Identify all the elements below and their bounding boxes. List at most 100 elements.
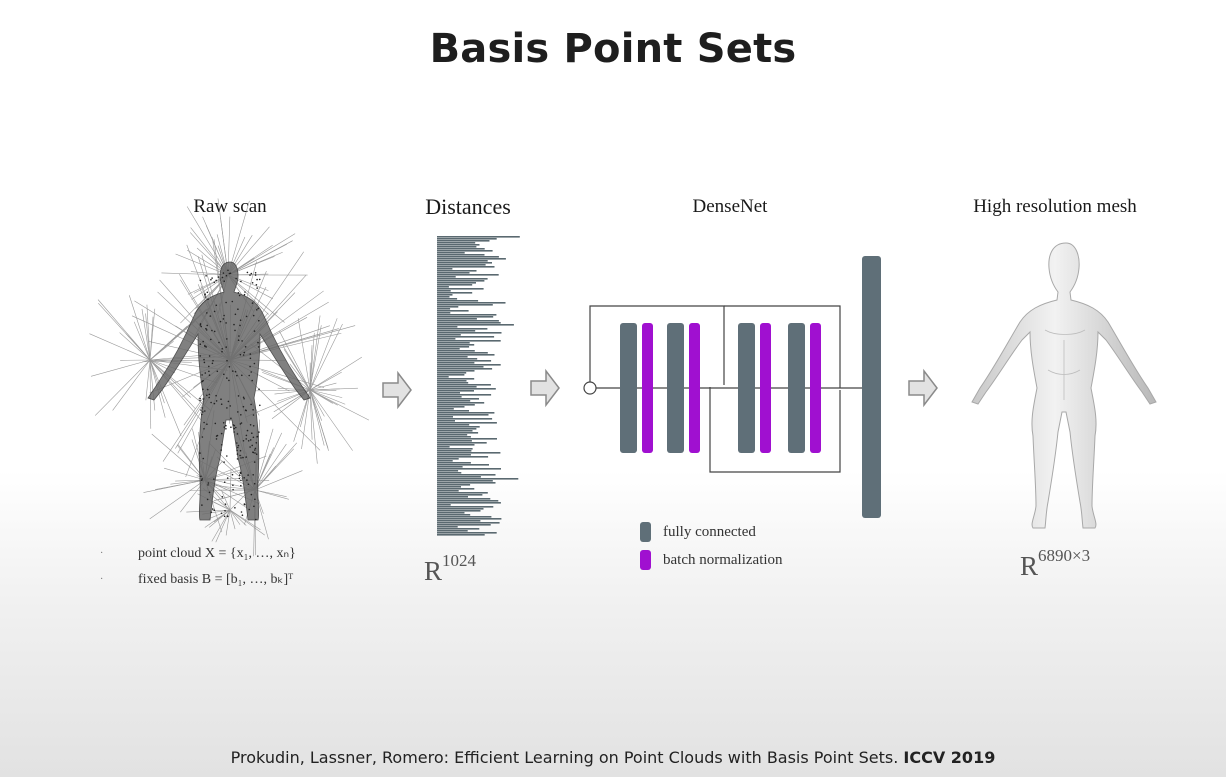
distance-bar bbox=[437, 318, 477, 320]
fc-block-4 bbox=[788, 323, 805, 453]
mesh-dimension: R6890×3 bbox=[1020, 546, 1090, 582]
distance-bar bbox=[437, 500, 499, 502]
distance-bar bbox=[437, 522, 500, 524]
citation-venue: ICCV 2019 bbox=[903, 748, 996, 767]
distance-bar bbox=[437, 268, 453, 270]
distance-bar bbox=[437, 418, 493, 420]
legend-swatch-fc bbox=[640, 522, 651, 542]
distance-bar bbox=[437, 342, 470, 344]
distance-bar bbox=[437, 498, 491, 500]
distance-bar bbox=[437, 306, 459, 308]
slide-title: Basis Point Sets bbox=[429, 26, 797, 72]
legend-label-bn: batch normalization bbox=[663, 551, 783, 568]
distance-bar bbox=[437, 512, 465, 514]
arrow-3-icon bbox=[908, 368, 938, 408]
bn-block-4 bbox=[810, 323, 821, 453]
distance-bar bbox=[437, 524, 491, 526]
distance-bar bbox=[437, 460, 453, 462]
distance-bar bbox=[437, 414, 489, 416]
bn-block-2 bbox=[689, 323, 700, 453]
stage-label-mesh: High resolution mesh bbox=[973, 196, 1137, 217]
legend-batch-normalization: batch normalization bbox=[640, 546, 783, 574]
distance-bar bbox=[437, 400, 471, 402]
distance-bar bbox=[437, 272, 470, 274]
distance-bar bbox=[437, 354, 495, 356]
distances-dimension-exp: 1024 bbox=[442, 551, 477, 570]
distance-bar bbox=[437, 238, 497, 240]
distance-bar bbox=[437, 348, 460, 350]
distance-bar bbox=[437, 488, 475, 490]
distance-bar bbox=[437, 446, 450, 448]
distance-bar bbox=[437, 252, 465, 254]
distance-bar bbox=[437, 276, 456, 278]
input-node bbox=[583, 381, 597, 395]
distance-bar bbox=[437, 258, 506, 260]
distance-bar bbox=[437, 450, 472, 452]
distance-bar bbox=[437, 422, 497, 424]
distance-bar bbox=[437, 372, 467, 374]
citation: Prokudin, Lassner, Romero: Efficient Lea… bbox=[0, 748, 1226, 767]
distance-bar bbox=[437, 294, 453, 296]
distance-bar bbox=[437, 386, 477, 388]
distance-bar bbox=[437, 406, 465, 408]
distance-bar bbox=[437, 520, 481, 522]
distance-bar bbox=[437, 310, 469, 312]
distance-bar bbox=[437, 316, 494, 318]
stage-label-raw-scan: Raw scan bbox=[193, 196, 267, 217]
distance-bar bbox=[437, 236, 520, 238]
distance-bar bbox=[437, 392, 460, 394]
distance-bar bbox=[437, 326, 458, 328]
caption-fixed-basis: · fixed basis B = [b₁, …, bₖ]ᵀ bbox=[100, 566, 296, 592]
mesh-dimension-exp: 6890×3 bbox=[1038, 546, 1091, 565]
distance-bar bbox=[437, 330, 476, 332]
distance-bar bbox=[437, 526, 458, 528]
distance-bar bbox=[437, 280, 485, 282]
distance-bar bbox=[437, 356, 468, 358]
distance-bar bbox=[437, 426, 480, 428]
distance-bar bbox=[437, 492, 488, 494]
distance-bar bbox=[437, 296, 450, 298]
distance-bar bbox=[437, 486, 461, 488]
distance-bar bbox=[437, 254, 485, 256]
distance-bar bbox=[437, 394, 492, 396]
stage-label-densenet: DenseNet bbox=[692, 196, 768, 217]
distance-bar bbox=[437, 398, 479, 400]
distance-bar bbox=[437, 466, 463, 468]
bn-block-1 bbox=[642, 323, 653, 453]
caption-point-cloud: · point cloud X = {x₁, …, xₙ} bbox=[100, 540, 296, 566]
distance-bar bbox=[437, 352, 488, 354]
distance-bar bbox=[437, 484, 471, 486]
distance-bar bbox=[437, 338, 456, 340]
raw-scan-body-silhouette bbox=[147, 261, 311, 521]
densenet-legend: fully connected batch normalization bbox=[640, 518, 783, 574]
distance-bar bbox=[437, 532, 497, 534]
distance-bar bbox=[437, 346, 470, 348]
distance-bar bbox=[437, 256, 499, 258]
distances-dimension: R1024 bbox=[424, 551, 476, 587]
densenet-diagram bbox=[583, 305, 862, 473]
distance-bar bbox=[437, 292, 473, 294]
distance-bar bbox=[437, 516, 492, 518]
distance-bar bbox=[437, 336, 495, 338]
distance-bar bbox=[437, 464, 489, 466]
caption-point-cloud-text: point cloud X = {x₁, …, xₙ} bbox=[138, 545, 296, 561]
distance-bar bbox=[437, 312, 451, 314]
distance-bar bbox=[437, 274, 499, 276]
output-fc-block bbox=[862, 256, 881, 518]
distance-bar bbox=[437, 448, 473, 450]
caption-bullet: · bbox=[100, 547, 104, 559]
distance-bar bbox=[437, 288, 484, 290]
distance-bar bbox=[437, 368, 493, 370]
distance-bar bbox=[437, 300, 479, 302]
distance-bar bbox=[437, 504, 451, 506]
distance-bar bbox=[437, 314, 497, 316]
distance-bar bbox=[437, 376, 449, 378]
distance-bar bbox=[437, 302, 506, 304]
distance-bar bbox=[437, 432, 479, 434]
distance-bar bbox=[437, 320, 499, 322]
distance-bar bbox=[437, 278, 488, 280]
distance-bar bbox=[437, 304, 493, 306]
distance-bar bbox=[437, 410, 469, 412]
caption-fixed-basis-text: fixed basis B = [b₁, …, bₖ]ᵀ bbox=[138, 571, 294, 587]
legend-swatch-bn bbox=[640, 550, 651, 570]
